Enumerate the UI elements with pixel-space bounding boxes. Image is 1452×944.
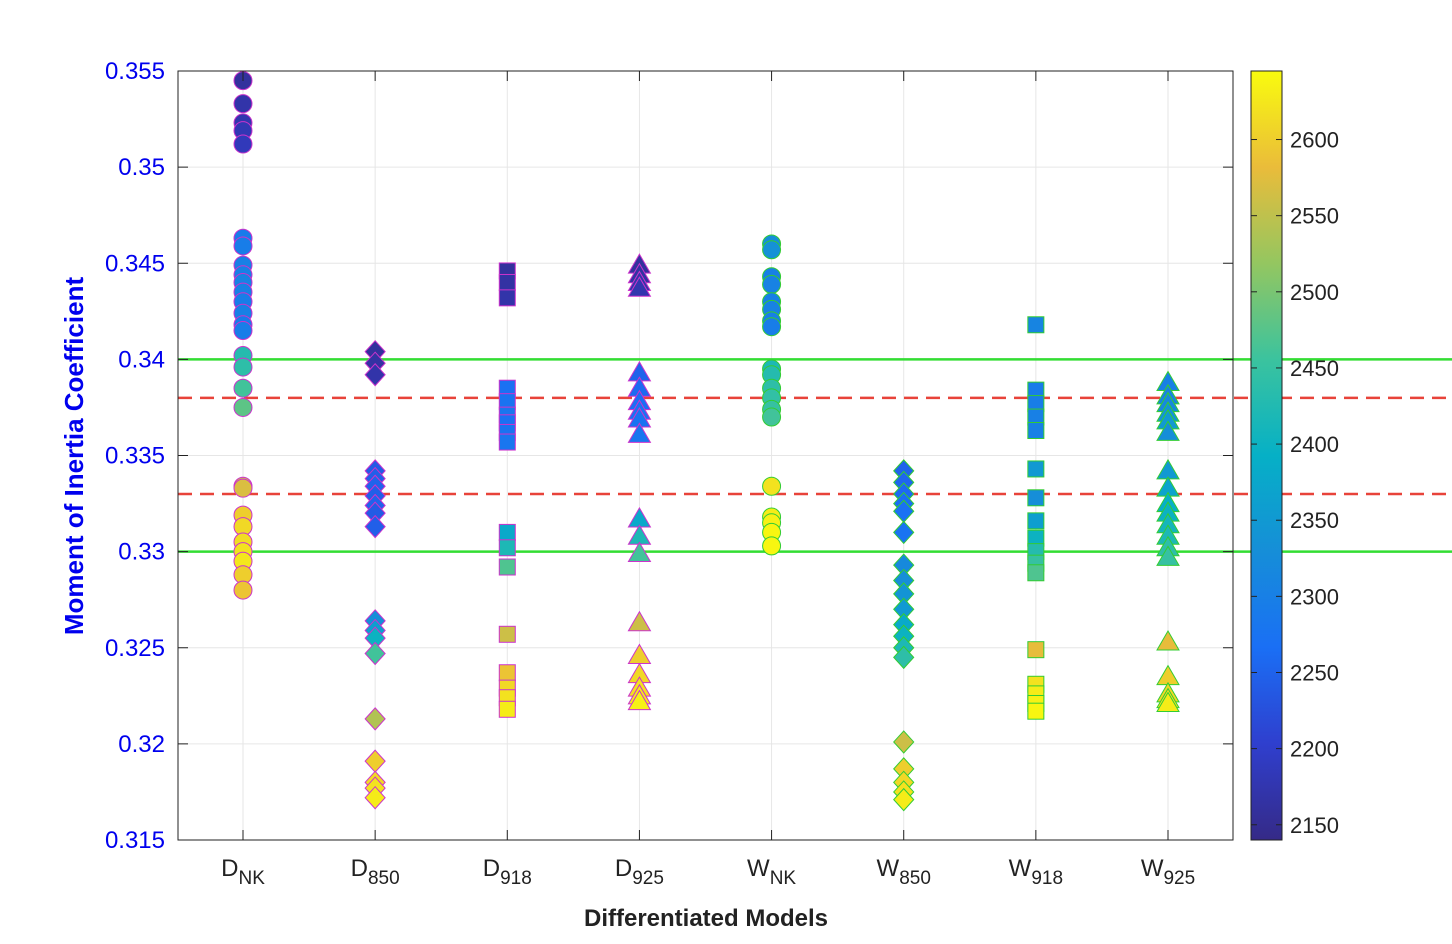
data-point [233, 134, 253, 154]
y-axis-title: Moment of Inertia Coefficient [59, 277, 89, 636]
data-point [233, 357, 253, 377]
data-point [762, 536, 782, 556]
colorbar-tick-label: 2550 [1290, 204, 1339, 229]
x-tick-labels: DNK D850 D918 D925 WNK W850 W918 W925 [221, 855, 1195, 889]
data-point [627, 276, 652, 297]
data-point [627, 610, 652, 632]
data-point [233, 478, 253, 498]
data-point [498, 625, 516, 643]
data-point [893, 730, 915, 754]
data-point [893, 645, 915, 670]
y-tick-labels: 0.315 0.32 0.325 0.33 0.335 0.34 0.345 0.35 0.35… [105, 58, 165, 854]
y-tick-label: 0.34 [118, 346, 165, 373]
colorbar-tick-label: 2200 [1290, 737, 1339, 762]
colorbar-tick-label: 2250 [1290, 660, 1339, 685]
data-point [498, 433, 516, 451]
data-point [498, 523, 516, 541]
axis-ticks [178, 70, 1233, 841]
data-point [1156, 420, 1180, 441]
colorbar-tick-label: 2350 [1290, 508, 1339, 533]
data-point [233, 378, 253, 398]
colorbar-tick-label: 2300 [1290, 584, 1339, 609]
data-point [1027, 316, 1045, 334]
colorbar-ticks: 2150 2200 2250 2300 2350 2400 2450 2500 2550 2600 [1251, 128, 1339, 838]
data-point [1027, 512, 1045, 530]
y-tick-label: 0.335 [105, 443, 165, 470]
data-point [233, 94, 253, 114]
x-tick-label: DNK [221, 855, 265, 889]
data-point [893, 787, 915, 812]
x-axis-title: Differentiated Models [584, 905, 828, 932]
data-point [762, 274, 782, 294]
data-point [498, 558, 516, 576]
data-point [1027, 422, 1045, 440]
data-point [364, 785, 386, 810]
x-tick-label: D850 [351, 855, 400, 889]
data-point [233, 236, 253, 256]
data-point [233, 321, 253, 341]
data-point [893, 520, 915, 545]
y-tick-label: 0.345 [105, 250, 165, 277]
data-point [233, 397, 253, 417]
data-point [627, 422, 652, 443]
data-point [762, 476, 782, 496]
x-tick-label: D918 [483, 855, 532, 889]
data-point [762, 317, 782, 337]
data-point [498, 539, 516, 557]
data-point [498, 289, 516, 307]
data-point [627, 541, 652, 563]
x-tick-label: W918 [1009, 855, 1063, 889]
y-tick-label: 0.355 [105, 58, 165, 85]
x-tick-label: WNK [747, 855, 796, 889]
y-tick-label: 0.35 [118, 154, 165, 181]
data-point [364, 707, 386, 731]
x-tick-label: W925 [1141, 855, 1195, 889]
y-tick-label: 0.32 [118, 731, 165, 758]
data-point [627, 689, 652, 711]
y-tick-label: 0.325 [105, 635, 165, 662]
data-point [1027, 702, 1045, 720]
colorbar [1250, 70, 1283, 841]
data-point [1027, 460, 1045, 478]
data-point [364, 363, 386, 387]
data-point [364, 514, 386, 539]
data-point [1156, 545, 1180, 566]
data-point [233, 580, 253, 600]
data-point [762, 407, 782, 427]
data-point [498, 664, 516, 682]
x-tick-label: D925 [615, 855, 664, 889]
data-point [1027, 564, 1045, 582]
colorbar-tick-label: 2400 [1290, 432, 1339, 457]
y-tick-label: 0.315 [105, 827, 165, 854]
data-point [1156, 691, 1180, 713]
data-point [1027, 641, 1045, 659]
data-point [762, 240, 782, 260]
y-tick-label: 0.33 [118, 539, 165, 566]
data-point [498, 700, 516, 718]
data-point [1156, 629, 1180, 651]
colorbar-tick-label: 2600 [1290, 128, 1339, 153]
colorbar-tick-label: 2500 [1290, 280, 1339, 305]
x-tick-label: W850 [877, 855, 931, 889]
data-point [364, 641, 386, 666]
reference-lines [178, 358, 1452, 553]
data-point [498, 273, 516, 291]
colorbar-tick-label: 2150 [1290, 813, 1339, 838]
colorbar-tick-label: 2450 [1290, 356, 1339, 381]
data-point [1027, 489, 1045, 507]
